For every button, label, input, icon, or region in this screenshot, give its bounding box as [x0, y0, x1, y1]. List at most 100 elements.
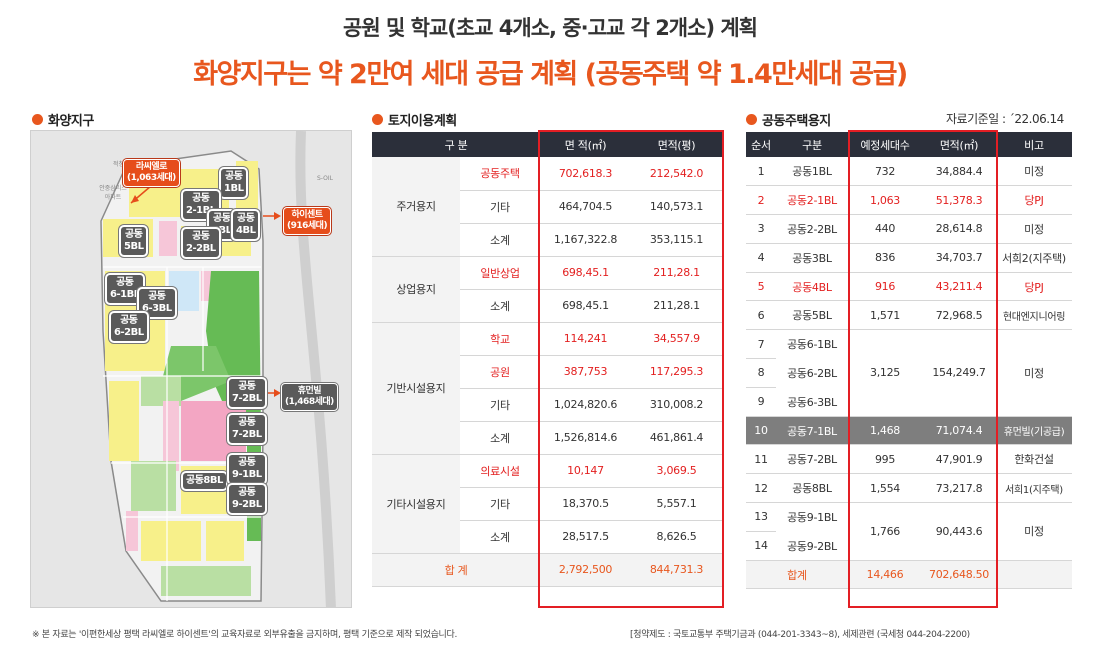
no-cell: 7 [746, 329, 776, 360]
item-cell: 기타 [460, 388, 540, 422]
block-cell: 공동6-1BL [787, 338, 837, 352]
block-cell: 공동5BL [776, 300, 848, 331]
note-cell: 휴먼빌(기공급) [996, 416, 1072, 446]
note-cell: 미정 [996, 214, 1072, 244]
pyeong-cell: 117,295.3 [631, 355, 722, 389]
table-row: 기타 1,024,820.6 310,008.2 [372, 388, 722, 422]
table-row: 5 공동4BL 916 43,211.4 당PJ [746, 272, 1072, 302]
table-row: 소계 1,526,814.6 461,861.4 [372, 421, 722, 455]
area-cell: 34,884.4 [922, 157, 996, 187]
pyeong-cell: 8,626.5 [631, 520, 722, 554]
table-row: 11 공동7-2BL 995 47,901.9 한화건설 [746, 444, 1072, 475]
table-row: 기타 18,370.5 5,557.1 [372, 487, 722, 521]
housing-section-title: 공동주택용지 [746, 110, 831, 129]
block-label-1bl: 공동 1BL [219, 167, 249, 199]
note-cell: 당PJ [996, 185, 1072, 216]
block-cell: 공동3BL [776, 243, 848, 273]
block-cell: 공동6-2BL [787, 366, 837, 380]
column-header: 면적(㎡) [922, 132, 996, 157]
as-of-date: 자료기준일 : ´22.06.14 [946, 112, 1064, 126]
total-label: 합 계 [372, 553, 540, 587]
table-row: 기타 464,704.5 140,573.1 [372, 190, 722, 224]
sqm-cell: 698,45.1 [540, 256, 631, 290]
pyeong-cell: 34,557.9 [631, 322, 722, 356]
callout-humanvill: 휴먼빌 (1,468세대) [281, 383, 338, 411]
units-cell: 732 [848, 157, 922, 187]
note-cell: 한화건설 [996, 444, 1072, 475]
map-landmark-label: S-OIL [317, 175, 333, 182]
area-cell: 28,614.8 [922, 214, 996, 244]
table-row: 기반시설용지 학교 114,241 34,557.9 [372, 322, 722, 455]
note-cell: 서희2(지주택) [996, 243, 1072, 273]
table-row: 6 공동5BL 1,571 72,968.5 현대엔지니어링 [746, 300, 1072, 331]
table-header-row: 구 분 면 적(㎡) 면적(평) [372, 132, 722, 157]
column-header: 면적(평) [631, 132, 722, 157]
note-cell: 서희1(지주택) [996, 473, 1072, 504]
note-cell: 미정 [996, 329, 1072, 417]
area-cell: 90,443.6 [922, 502, 996, 561]
table-row: 주거용지 공동주택 702,618.3 212,542.0 [372, 157, 722, 257]
block-cell: 공동4BL [776, 272, 848, 302]
no-cell: 12 [746, 473, 776, 504]
pyeong-cell: 212,542.0 [631, 157, 722, 191]
item-cell: 소계 [460, 223, 540, 257]
units-cell: 836 [848, 243, 922, 273]
no-cell: 13 [746, 502, 776, 532]
no-cell: 9 [746, 387, 776, 417]
table-row: 소계 698,45.1 211,28.1 [372, 289, 722, 323]
table-row: 소계 1,167,322.8 353,115.1 [372, 223, 722, 257]
item-cell: 기타 [460, 190, 540, 224]
land-use-table: 구 분 면 적(㎡) 면적(평) 주거용지 공동주택 702,618.3 212… [372, 132, 722, 587]
block-cell: 공동7-1BL [776, 416, 848, 446]
district-map: 적청어린이 안중삼리스 아파트 S-OIL 라씨엘로 (1,063세대) 하이센… [30, 130, 352, 608]
footer-contact: [청약제도 : 국토교통부 주택기금과 (044-201-3343~8), 세제… [630, 630, 970, 640]
table-row: 14 공동9-2BL [746, 531, 1072, 561]
item-cell: 기타 [460, 487, 540, 521]
table-row: 소계 28,517.5 8,626.5 [372, 520, 722, 554]
table-row: 10 공동7-1BL 1,468 71,074.4 휴먼빌(기공급) [746, 416, 1072, 446]
block-label-9-1bl: 공동 9-1BL [227, 453, 267, 485]
table-row: 3 공동2-2BL 440 28,614.8 미정 [746, 214, 1072, 244]
area-cell: 72,968.5 [922, 300, 996, 331]
group-cell: 기타시설용지 [372, 454, 460, 554]
no-cell: 4 [746, 243, 776, 273]
block-label-9-2bl: 공동 9-2BL [227, 483, 267, 515]
sqm-cell: 1,024,820.6 [540, 388, 631, 422]
item-cell: 일반상업 [460, 256, 540, 290]
no-cell: 10 [746, 416, 776, 446]
total-label: 합계 [746, 560, 848, 590]
pyeong-cell: 140,573.1 [631, 190, 722, 224]
area-cell: 51,378.3 [922, 185, 996, 216]
page-subtitle: 화양지구는 약 2만여 세대 공급 계획 (공동주택 약 1.4만세대 공급) [193, 59, 908, 90]
no-cell: 2 [746, 185, 776, 216]
sqm-cell: 1,526,814.6 [540, 421, 631, 455]
item-cell: 소계 [460, 421, 540, 455]
block-cell: 공동6-3BL [776, 387, 848, 417]
sqm-cell: 387,753 [540, 355, 631, 389]
sqm-cell: 698,45.1 [540, 289, 631, 323]
block-cell: 공동2-2BL [776, 214, 848, 244]
block-label-8bl: 공동8BL [181, 471, 228, 491]
no-cell: 5 [746, 272, 776, 302]
pyeong-cell: 461,861.4 [631, 421, 722, 455]
sqm-cell: 10,147 [540, 454, 631, 488]
area-cell: 34,703.7 [922, 243, 996, 273]
column-header: 구분 [776, 132, 848, 157]
map-landmark-label: 안중삼리스 아파트 [99, 185, 127, 201]
sqm-cell: 702,618.3 [540, 157, 631, 191]
total-units: 14,466 [848, 560, 922, 590]
page-title: 공원 및 학교(초교 4개소, 중·고교 각 2개소) 계획 [343, 16, 758, 40]
column-header: 비고 [996, 132, 1072, 157]
block-label-7-2bl-a: 공동 7-2BL [227, 377, 267, 409]
table-row: 공원 387,753 117,295.3 [372, 355, 722, 389]
pyeong-cell: 3,069.5 [631, 454, 722, 488]
area-cell: 43,211.4 [922, 272, 996, 302]
pyeong-cell: 310,008.2 [631, 388, 722, 422]
area-cell: 71,074.4 [922, 416, 996, 446]
bullet-dot-icon [32, 114, 43, 125]
footer-disclaimer: ※ 본 자료는 '이편한세상 평택 라씨엘로 하이센트'의 교육자료로 외부유출… [32, 630, 458, 640]
block-cell: 공동7-2BL [776, 444, 848, 475]
block-cell: 공동2-1BL [776, 185, 848, 216]
column-header: 면 적(㎡) [540, 132, 631, 157]
units-cell: 916 [848, 272, 922, 302]
